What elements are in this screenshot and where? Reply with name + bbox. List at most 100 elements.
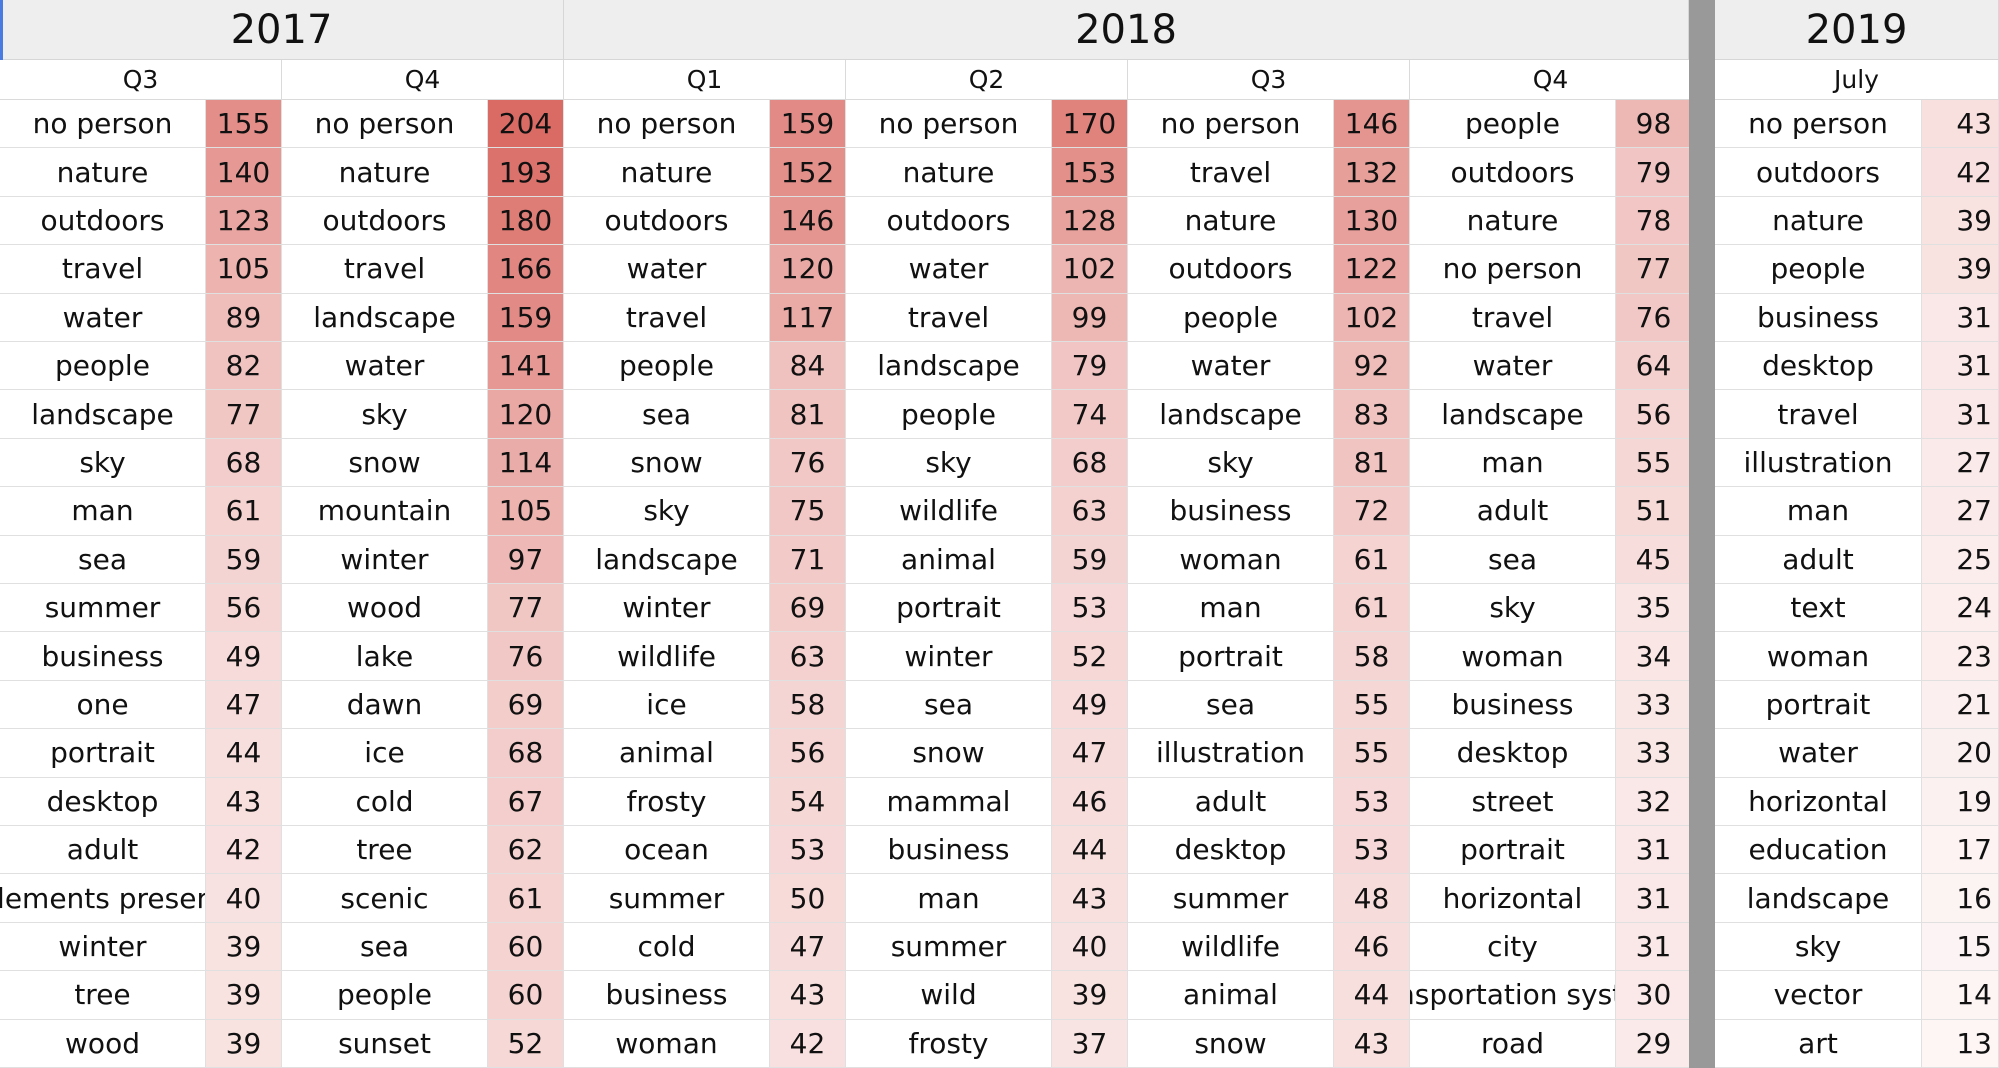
tag-cell[interactable]: sky xyxy=(1128,438,1334,488)
count-cell[interactable]: 55 xyxy=(1616,438,1692,488)
count-cell[interactable]: 54 xyxy=(770,777,846,826)
count-cell[interactable]: 79 xyxy=(1616,148,1692,197)
count-cell[interactable]: 27 xyxy=(1922,487,1999,536)
count-cell[interactable]: 76 xyxy=(1616,293,1692,342)
count-cell[interactable]: 47 xyxy=(1052,729,1128,778)
count-cell[interactable]: 27 xyxy=(1922,438,1999,488)
count-cell[interactable]: 34 xyxy=(1616,632,1692,681)
count-cell[interactable]: 98 xyxy=(1616,100,1692,149)
count-cell[interactable]: 61 xyxy=(1334,535,1410,584)
count-cell[interactable]: 75 xyxy=(770,487,846,536)
tag-cell[interactable]: lake xyxy=(282,632,488,681)
tag-cell[interactable]: business xyxy=(0,632,206,681)
tag-cell[interactable]: woman xyxy=(564,1019,770,1068)
tag-cell[interactable]: sky xyxy=(564,487,770,536)
count-cell[interactable]: 61 xyxy=(206,487,282,536)
tag-cell[interactable]: water xyxy=(282,342,488,391)
tag-cell[interactable]: portrait xyxy=(1410,826,1616,875)
count-cell[interactable]: 97 xyxy=(488,535,564,584)
count-cell[interactable]: 117 xyxy=(770,293,846,342)
count-cell[interactable]: 68 xyxy=(1052,438,1128,488)
year-header-2019[interactable]: 2019 xyxy=(1715,0,1999,60)
tag-cell[interactable]: landscape xyxy=(282,293,488,342)
tag-cell[interactable]: snow xyxy=(1128,1019,1334,1068)
tag-cell[interactable]: landscape xyxy=(0,390,206,439)
count-cell[interactable]: 56 xyxy=(770,729,846,778)
tag-cell[interactable]: sky xyxy=(1410,584,1616,633)
count-cell[interactable]: 67 xyxy=(488,777,564,826)
tag-cell[interactable]: horizontal xyxy=(1410,874,1616,923)
count-cell[interactable]: 68 xyxy=(488,729,564,778)
tag-cell[interactable]: transportation system xyxy=(1410,971,1616,1020)
count-cell[interactable]: 31 xyxy=(1922,342,1999,391)
count-cell[interactable]: 159 xyxy=(488,293,564,342)
year-header-2018[interactable]: 2018 xyxy=(564,0,1689,60)
tag-cell[interactable]: one xyxy=(0,680,206,730)
year-header-2017[interactable]: 2017 xyxy=(0,0,564,60)
count-cell[interactable]: 53 xyxy=(1052,584,1128,633)
count-cell[interactable]: 61 xyxy=(488,874,564,923)
tag-cell[interactable]: people xyxy=(846,390,1052,439)
count-cell[interactable]: 45 xyxy=(1616,535,1692,584)
tag-cell[interactable]: summer xyxy=(0,584,206,633)
tag-cell[interactable]: outdoors xyxy=(1715,148,1922,197)
count-cell[interactable]: 72 xyxy=(1334,487,1410,536)
count-cell[interactable]: 61 xyxy=(1334,584,1410,633)
tag-cell[interactable]: landscape xyxy=(1128,390,1334,439)
tag-cell[interactable]: cold xyxy=(564,922,770,972)
tag-cell[interactable]: wood xyxy=(282,584,488,633)
count-cell[interactable]: 84 xyxy=(770,342,846,391)
count-cell[interactable]: 114 xyxy=(488,438,564,488)
tag-cell[interactable]: wildlife xyxy=(1128,922,1334,972)
count-cell[interactable]: 39 xyxy=(206,971,282,1020)
tag-cell[interactable]: mountain xyxy=(282,487,488,536)
tag-cell[interactable]: snow xyxy=(846,729,1052,778)
count-cell[interactable]: 43 xyxy=(770,971,846,1020)
tag-cell[interactable]: wildlife xyxy=(846,487,1052,536)
count-cell[interactable]: 132 xyxy=(1334,148,1410,197)
count-cell[interactable]: 99 xyxy=(1052,293,1128,342)
count-cell[interactable]: 13 xyxy=(1922,1019,1999,1068)
count-cell[interactable]: 152 xyxy=(770,148,846,197)
count-cell[interactable]: 19 xyxy=(1922,777,1999,826)
count-cell[interactable]: 31 xyxy=(1616,826,1692,875)
tag-cell[interactable]: no person xyxy=(1128,100,1334,149)
tag-cell[interactable]: portrait xyxy=(0,729,206,778)
column-header-q4[interactable]: Q4 xyxy=(282,60,564,100)
tag-cell[interactable]: no person xyxy=(846,100,1052,149)
tag-cell[interactable]: education xyxy=(1715,826,1922,875)
tag-cell[interactable]: adult xyxy=(1410,487,1616,536)
tag-cell[interactable]: wildlife xyxy=(564,632,770,681)
count-cell[interactable]: 74 xyxy=(1052,390,1128,439)
count-cell[interactable]: 50 xyxy=(770,874,846,923)
tag-cell[interactable]: sky xyxy=(0,438,206,488)
column-header-q3[interactable]: Q3 xyxy=(1128,60,1410,100)
tag-cell[interactable]: cold xyxy=(282,777,488,826)
count-cell[interactable]: 64 xyxy=(1616,342,1692,391)
count-cell[interactable]: 39 xyxy=(1052,971,1128,1020)
count-cell[interactable]: 68 xyxy=(206,438,282,488)
count-cell[interactable]: 30 xyxy=(1616,971,1692,1020)
tag-cell[interactable]: people xyxy=(282,971,488,1020)
count-cell[interactable]: 39 xyxy=(1922,196,1999,246)
tag-cell[interactable]: travel xyxy=(0,245,206,294)
column-header-q1[interactable]: Q1 xyxy=(564,60,846,100)
tag-cell[interactable]: desktop xyxy=(1410,729,1616,778)
count-cell[interactable]: 159 xyxy=(770,100,846,149)
tag-cell[interactable]: sea xyxy=(0,535,206,584)
tag-cell[interactable]: desktop xyxy=(0,777,206,826)
count-cell[interactable]: 46 xyxy=(1052,777,1128,826)
count-cell[interactable]: 49 xyxy=(1052,680,1128,730)
count-cell[interactable]: 89 xyxy=(206,293,282,342)
tag-cell[interactable]: nature xyxy=(282,148,488,197)
count-cell[interactable]: 42 xyxy=(770,1019,846,1068)
tag-cell[interactable]: sea xyxy=(1128,680,1334,730)
tag-cell[interactable]: summer xyxy=(1128,874,1334,923)
tag-cell[interactable]: man xyxy=(1128,584,1334,633)
count-cell[interactable]: 92 xyxy=(1334,342,1410,391)
count-cell[interactable]: 42 xyxy=(206,826,282,875)
tag-cell[interactable]: summer xyxy=(564,874,770,923)
count-cell[interactable]: 77 xyxy=(488,584,564,633)
count-cell[interactable]: 120 xyxy=(770,245,846,294)
tag-cell[interactable]: man xyxy=(1410,438,1616,488)
